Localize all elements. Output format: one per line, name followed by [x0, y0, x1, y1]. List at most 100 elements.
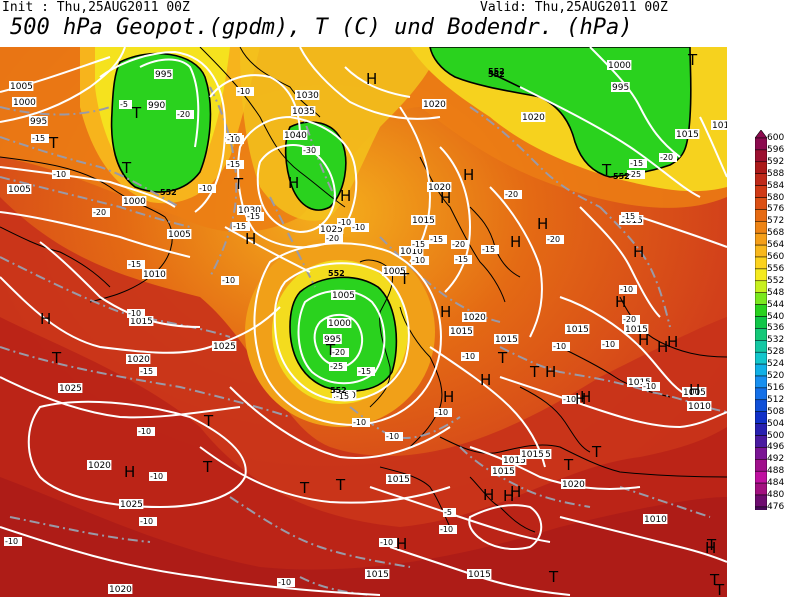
pressure-label-box — [295, 90, 320, 100]
colorbar-label: 536 — [767, 323, 785, 334]
high-pressure-marker: H — [443, 388, 454, 406]
pressure-label: 1015 — [566, 325, 589, 335]
temp-label-box — [335, 392, 353, 401]
low-pressure-marker: T — [714, 581, 725, 597]
pressure-label-box — [675, 129, 700, 139]
temperature-label: -25 — [628, 170, 641, 179]
colorbar-label: 492 — [767, 454, 785, 465]
colorbar-swatch — [755, 459, 767, 472]
geopotential-label: 552 — [330, 386, 347, 395]
high-pressure-marker: H — [463, 166, 474, 184]
colorbar-swatch — [755, 399, 767, 412]
low-pressure-marker: T — [202, 458, 213, 476]
colorbar-label: 544 — [767, 299, 785, 310]
colorbar-swatch — [755, 363, 767, 377]
temperature-label: -20 — [623, 315, 636, 324]
temperature-label: -15 — [430, 235, 443, 244]
high-pressure-marker: H — [396, 535, 407, 553]
high-pressure-marker: H — [480, 371, 491, 389]
temperature-label: -15 — [128, 260, 141, 269]
colorbar-swatch — [755, 482, 767, 496]
colorbar-swatch — [755, 411, 767, 424]
colorbar-label: 520 — [767, 371, 785, 381]
high-pressure-marker: H — [689, 381, 700, 399]
colorbar-label: 572 — [767, 216, 785, 227]
low-pressure-marker: T — [335, 476, 346, 494]
temperature-label: -10 — [199, 184, 212, 193]
temperature-label: -15 — [482, 245, 495, 254]
colorbar-swatch — [755, 137, 767, 151]
temp-label-box — [562, 395, 580, 404]
temperature-label: -10 — [150, 472, 163, 481]
colorbar-swatch — [755, 173, 767, 186]
low-pressure-marker: T — [497, 349, 508, 367]
pressure-label: 1020 — [463, 313, 486, 323]
temp-label-box — [411, 256, 429, 265]
colorbar-label: 576 — [767, 204, 785, 215]
pressure-label-box — [87, 460, 112, 470]
pressure-label: 1010 — [400, 247, 423, 257]
colorbar-swatch — [755, 387, 767, 401]
low-pressure-marker: T — [233, 175, 244, 193]
temperature-label: -10 — [352, 223, 365, 232]
high-pressure-marker: H — [545, 363, 556, 381]
pressure-label-box — [142, 269, 167, 279]
temperature-label: -30 — [303, 146, 316, 155]
temp-label-box — [659, 153, 677, 162]
temp-label-box — [429, 235, 447, 244]
temperature-label: -5 — [444, 508, 452, 517]
high-pressure-marker: H — [510, 483, 521, 501]
temp-label-box — [325, 234, 343, 243]
high-pressure-marker: H — [667, 333, 678, 351]
pressure-label: 1025 — [213, 342, 236, 352]
pressure-label: 995 — [324, 335, 341, 345]
pressure-label-box — [682, 387, 707, 397]
colorbar-label: 588 — [767, 168, 785, 179]
pressure-label: 1005 — [10, 82, 33, 92]
temp-label-box — [226, 135, 244, 144]
geopotential-label: 552 — [613, 172, 630, 181]
temperature-label: -15 — [336, 392, 349, 401]
colorbar-swatch — [755, 506, 767, 510]
colorbar-label: 556 — [767, 263, 785, 274]
high-pressure-marker: H — [510, 233, 521, 251]
colorbar-label: 476 — [767, 501, 785, 512]
pressure-label-box — [319, 224, 344, 234]
temperature-label: -15 — [358, 367, 371, 376]
colorbar-label: 596 — [767, 144, 785, 155]
pressure-label: 1005 — [168, 230, 191, 240]
low-pressure-marker: T — [299, 479, 310, 497]
valid-time: Valid: Thu,25AUG2011 00Z — [480, 0, 668, 15]
colorbar-swatch — [755, 209, 767, 222]
temperature-label: -10 — [5, 537, 18, 546]
temp-label-box — [176, 110, 194, 119]
temperature-label: -10 — [563, 395, 576, 404]
temperature-labels: -5-20-15-15-10-10-15-10-20-15-30-10-15-1… — [4, 87, 677, 587]
temp-label-box — [31, 134, 49, 143]
colorbar-swatch — [755, 470, 767, 484]
temp-label-box — [4, 537, 22, 546]
temperature-label: -10 — [620, 285, 633, 294]
temp-label-box — [351, 223, 369, 232]
pressure-label-box — [58, 383, 83, 393]
high-pressure-marker: H — [483, 486, 494, 504]
high-pressure-marker: H — [366, 70, 377, 88]
pressure-label-box — [502, 455, 527, 465]
colorbar-label: 524 — [767, 359, 785, 370]
field-596 — [0, 477, 727, 597]
temp-label-box — [52, 170, 70, 179]
colorbar-swatch — [755, 161, 767, 174]
temp-label-box — [127, 309, 145, 318]
pressure-label: 1000 — [608, 61, 631, 71]
colorbar-label: 516 — [767, 382, 785, 393]
high-pressure-marker: H — [575, 390, 586, 408]
colorbar-label: 540 — [767, 311, 785, 322]
temp-label-box — [331, 348, 349, 357]
pressure-label: 1020 — [562, 480, 585, 490]
pressure-label: 1015 — [468, 570, 491, 580]
temperature-label: -10 — [440, 525, 453, 534]
pressure-label-box — [520, 449, 545, 459]
colorbar — [755, 130, 767, 510]
temperature-label: -10 — [553, 342, 566, 351]
